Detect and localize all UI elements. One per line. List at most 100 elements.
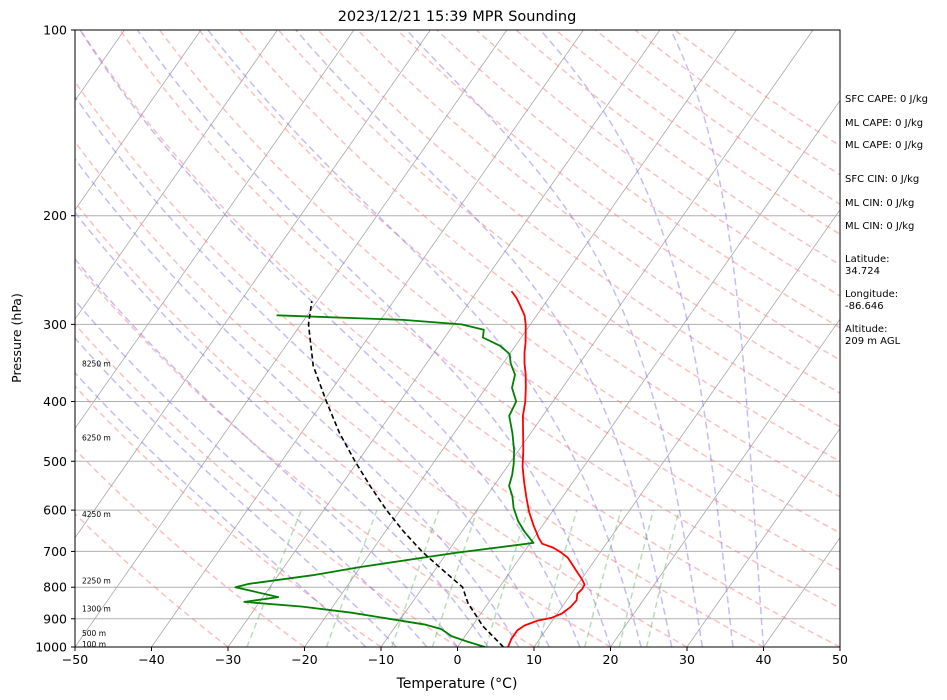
mixing-ratio-line bbox=[325, 509, 378, 647]
moist-adiabat-line bbox=[295, 30, 673, 647]
x-tick-label: −40 bbox=[138, 652, 164, 667]
dry-adiabat-line bbox=[198, 30, 840, 534]
dry-adiabat-line bbox=[317, 30, 840, 428]
isotherm-line bbox=[151, 30, 584, 647]
isotherm-line bbox=[380, 30, 814, 647]
mixing-ratio-line bbox=[537, 509, 578, 647]
height-label: 4250 m bbox=[82, 510, 111, 519]
x-axis-label: Temperature (°C) bbox=[396, 676, 518, 692]
longitude-label: Longitude: bbox=[845, 289, 898, 300]
x-tick-label: 50 bbox=[832, 652, 848, 667]
y-tick-label: 400 bbox=[43, 394, 67, 409]
y-tick-label: 900 bbox=[43, 611, 67, 626]
chart-title: 2023/12/21 15:39 MPR Sounding bbox=[338, 9, 577, 25]
y-axis-label: Pressure (hPa) bbox=[9, 293, 24, 383]
x-tick-label: −30 bbox=[215, 652, 241, 667]
altitude-label: Altitude: bbox=[845, 324, 887, 335]
isotherm-line bbox=[75, 30, 278, 320]
moist-adiabat-line bbox=[75, 371, 367, 647]
dry-adiabat-line bbox=[158, 30, 840, 571]
moist-adiabat-line bbox=[75, 337, 397, 647]
dry-adiabat-line bbox=[119, 30, 840, 609]
dry-adiabat-line bbox=[75, 512, 229, 647]
moist-adiabat-line bbox=[79, 30, 581, 647]
dry-adiabat-line bbox=[75, 261, 535, 647]
moist-adiabat-line bbox=[207, 30, 642, 647]
moist-adiabat-line bbox=[75, 157, 520, 647]
dry-adiabat-line bbox=[475, 30, 840, 297]
mixing-ratio-line bbox=[584, 509, 622, 647]
isotherm-line bbox=[686, 427, 840, 647]
latitude-label: Latitude: bbox=[845, 254, 890, 265]
y-tick-label: 800 bbox=[43, 580, 67, 595]
moist-adiabat-line bbox=[670, 30, 765, 647]
isotherm-line bbox=[75, 30, 431, 539]
moist-adiabat-line bbox=[539, 30, 734, 647]
isotherm-line bbox=[533, 209, 840, 647]
x-tick-label: 10 bbox=[526, 652, 542, 667]
dry-adiabat-line bbox=[277, 30, 840, 463]
dry-adiabat-line bbox=[75, 323, 458, 647]
dry-adiabat-line bbox=[75, 140, 688, 647]
dry-adiabat-line bbox=[238, 30, 840, 498]
plot-frame bbox=[74, 29, 841, 648]
mixing-ratio-line bbox=[391, 509, 440, 647]
x-axis: −50 −40 −30 −20 −10 0 10 20 30 40 50 bbox=[62, 647, 848, 667]
y-tick-label: 100 bbox=[43, 23, 67, 38]
y-tick-label: 700 bbox=[43, 544, 67, 559]
y-tick-label: 600 bbox=[43, 503, 67, 518]
isotherm-line bbox=[610, 318, 840, 647]
mixing-ratio-line bbox=[246, 509, 303, 647]
sfc-cape-text: SFC CAPE: 0 J/kg bbox=[845, 94, 928, 105]
height-label: 8250 m bbox=[82, 360, 111, 369]
dry-adiabat-line bbox=[79, 30, 840, 647]
x-tick-label: −10 bbox=[368, 652, 394, 667]
y-axis: 100 200 300 400 500 600 700 800 900 1000 bbox=[35, 23, 75, 655]
height-label: 500 m bbox=[82, 629, 106, 638]
ml-cape-text-2: ML CAPE: 0 J/kg bbox=[845, 140, 923, 151]
height-label: 6250 m bbox=[82, 433, 111, 442]
y-tick-label: 200 bbox=[43, 208, 67, 223]
height-label: 100 m bbox=[82, 640, 106, 649]
latitude-value: 34.724 bbox=[845, 266, 880, 277]
ml-cin-text-2: ML CIN: 0 J/kg bbox=[845, 221, 914, 232]
moist-adiabat-line bbox=[75, 257, 459, 647]
dry-adiabat-line bbox=[75, 80, 764, 647]
altitude-value: 209 m AGL bbox=[845, 336, 901, 347]
y-tick-label: 1000 bbox=[35, 640, 67, 655]
isotherm-line bbox=[763, 537, 840, 647]
longitude-value: -86.646 bbox=[845, 301, 884, 312]
height-labels: 8250 m 6250 m 4250 m 2250 m 1300 m 500 m 100 m bbox=[82, 360, 111, 649]
sfc-cin-text: SFC CIN: 0 J/kg bbox=[845, 174, 919, 185]
ml-cin-text: ML CIN: 0 J/kg bbox=[845, 198, 914, 209]
temperature-profile-line bbox=[507, 290, 586, 647]
dewpoint-profile-line bbox=[234, 314, 535, 647]
isotherm-line bbox=[227, 30, 661, 647]
x-tick-label: −20 bbox=[291, 652, 317, 667]
dry-adiabat-line bbox=[75, 448, 305, 647]
dry-adiabat-line bbox=[75, 385, 382, 647]
sounding-series bbox=[234, 290, 586, 647]
moist-adiabat-line bbox=[75, 211, 489, 647]
ml-cape-text: ML CAPE: 0 J/kg bbox=[845, 118, 923, 129]
parcel-profile-line bbox=[307, 300, 504, 647]
moist-adiabat-line bbox=[75, 95, 550, 647]
isotherm-line bbox=[75, 30, 202, 211]
x-tick-label: 0 bbox=[454, 652, 462, 667]
mixing-ratio-line bbox=[485, 509, 529, 647]
moist-adiabat-line bbox=[136, 30, 612, 647]
y-tick-label: 500 bbox=[43, 454, 67, 469]
skewt-background-lines bbox=[75, 30, 840, 647]
x-tick-label: 40 bbox=[756, 652, 772, 667]
moist-adiabat-line bbox=[75, 299, 428, 647]
height-label: 2250 m bbox=[82, 577, 111, 586]
isotherm-line bbox=[75, 30, 355, 430]
mixing-ratio-line bbox=[618, 509, 655, 647]
isotherm-line bbox=[75, 30, 508, 647]
moist-adiabat-line bbox=[405, 30, 704, 647]
dry-adiabat-line bbox=[75, 201, 611, 647]
height-label: 1300 m bbox=[82, 605, 111, 614]
x-tick-label: −50 bbox=[62, 652, 88, 667]
y-tick-label: 300 bbox=[43, 317, 67, 332]
